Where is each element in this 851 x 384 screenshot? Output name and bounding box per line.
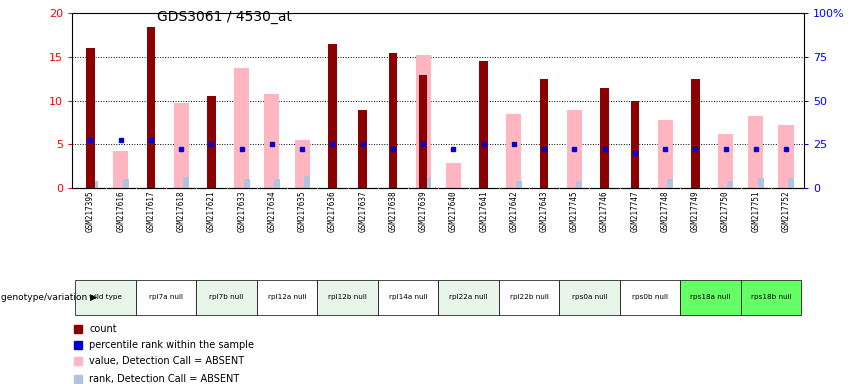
Bar [506, 114, 522, 188]
Text: count: count [89, 324, 117, 334]
Bar [207, 96, 215, 188]
Text: GSM217642: GSM217642 [510, 191, 518, 232]
Bar [718, 134, 733, 188]
Bar [438, 280, 499, 315]
Bar [113, 151, 129, 188]
Text: GSM217636: GSM217636 [328, 191, 337, 232]
Text: GSM217641: GSM217641 [479, 191, 488, 232]
Bar [123, 179, 129, 188]
Text: rank, Detection Call = ABSENT: rank, Detection Call = ABSENT [89, 374, 239, 384]
Bar [728, 181, 734, 188]
Bar [419, 74, 427, 188]
Bar [183, 177, 189, 188]
Bar [576, 181, 582, 188]
Bar [559, 280, 620, 315]
Text: GSM217635: GSM217635 [298, 191, 306, 232]
Text: GSM217752: GSM217752 [781, 191, 791, 232]
Text: rps18b null: rps18b null [751, 294, 791, 300]
Text: rps18a null: rps18a null [690, 294, 731, 300]
Text: GDS3061 / 4530_at: GDS3061 / 4530_at [157, 10, 293, 23]
Bar [691, 79, 700, 188]
Bar [294, 140, 310, 188]
Text: rpl12a null: rpl12a null [268, 294, 306, 300]
Text: GSM217751: GSM217751 [751, 191, 760, 232]
Text: GSM217748: GSM217748 [660, 191, 670, 232]
Text: rpl22a null: rpl22a null [449, 294, 488, 300]
Text: value, Detection Call = ABSENT: value, Detection Call = ABSENT [89, 356, 244, 366]
Bar [757, 178, 763, 188]
Text: GSM217746: GSM217746 [600, 191, 609, 232]
Text: GSM217745: GSM217745 [570, 191, 579, 232]
Text: GSM217634: GSM217634 [267, 191, 277, 232]
Bar [499, 280, 559, 315]
Bar [389, 53, 397, 188]
Text: wild type: wild type [89, 294, 122, 300]
Bar [631, 101, 639, 188]
Bar [243, 179, 249, 188]
Text: GSM217638: GSM217638 [388, 191, 397, 232]
Bar [479, 61, 488, 188]
Text: GSM217616: GSM217616 [117, 191, 125, 232]
Bar [274, 179, 280, 188]
Bar [680, 280, 740, 315]
Text: genotype/variation ▶: genotype/variation ▶ [1, 293, 97, 302]
Bar [197, 280, 257, 315]
Text: GSM217750: GSM217750 [721, 191, 730, 232]
Bar [317, 280, 378, 315]
Bar [86, 48, 94, 188]
Bar [136, 280, 197, 315]
Bar [779, 125, 794, 188]
Text: GSM217633: GSM217633 [237, 191, 246, 232]
Text: rps0b null: rps0b null [632, 294, 668, 300]
Bar [667, 179, 673, 188]
Bar [146, 26, 155, 188]
Text: rpl7a null: rpl7a null [149, 294, 183, 300]
Bar [620, 280, 680, 315]
Bar [600, 88, 608, 188]
Bar [658, 120, 672, 188]
Bar [257, 280, 317, 315]
Text: GSM217395: GSM217395 [86, 191, 95, 232]
Bar [516, 181, 522, 188]
Bar [358, 109, 367, 188]
Text: rpl22b null: rpl22b null [510, 294, 548, 300]
Text: GSM217747: GSM217747 [631, 191, 639, 232]
Text: rpl7b null: rpl7b null [209, 294, 243, 300]
Bar [378, 280, 438, 315]
Bar [76, 280, 136, 315]
Bar [425, 177, 431, 188]
Text: GSM217640: GSM217640 [448, 191, 458, 232]
Text: rpl12b null: rpl12b null [328, 294, 367, 300]
Text: rpl14a null: rpl14a null [389, 294, 427, 300]
Bar [788, 178, 794, 188]
Bar [748, 116, 763, 188]
Bar [174, 103, 189, 188]
Bar [265, 94, 279, 188]
Bar [540, 79, 548, 188]
Text: GSM217618: GSM217618 [177, 191, 186, 232]
Text: GSM217621: GSM217621 [207, 191, 216, 232]
Text: GSM217617: GSM217617 [146, 191, 156, 232]
Text: GSM217639: GSM217639 [419, 191, 428, 232]
Text: GSM217637: GSM217637 [358, 191, 367, 232]
Text: GSM217749: GSM217749 [691, 191, 700, 232]
Bar [304, 176, 310, 188]
Text: GSM217643: GSM217643 [540, 191, 549, 232]
Bar [740, 280, 801, 315]
Text: percentile rank within the sample: percentile rank within the sample [89, 340, 254, 350]
Bar [567, 109, 582, 188]
Bar [328, 44, 337, 188]
Bar [92, 181, 99, 188]
Bar [234, 68, 249, 188]
Text: rps0a null: rps0a null [572, 294, 608, 300]
Bar [415, 55, 431, 188]
Bar [446, 163, 461, 188]
